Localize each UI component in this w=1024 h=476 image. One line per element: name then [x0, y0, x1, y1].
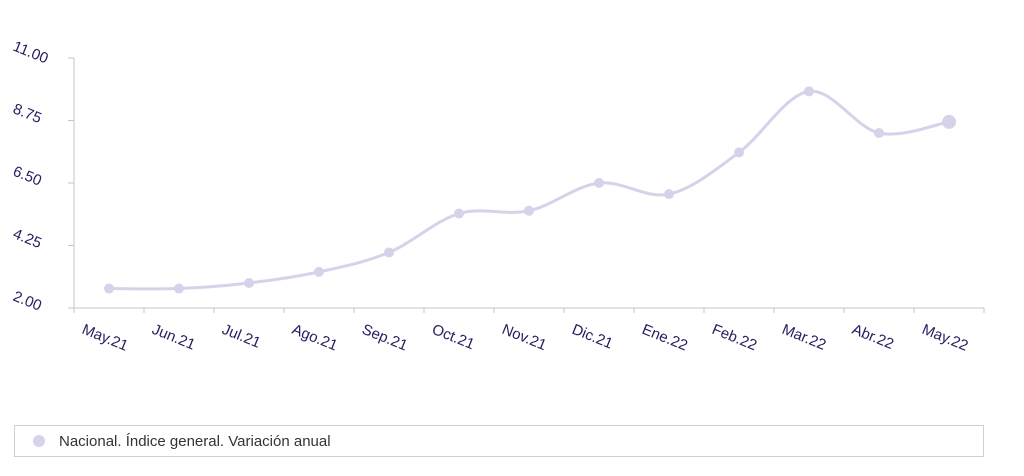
data-point[interactable]	[104, 283, 114, 294]
data-point[interactable]	[594, 178, 604, 188]
line-chart: 2.00 4.25 6.50 8.75 11.00 May.21 Jun.21 Jul.21…	[11, 38, 985, 355]
y-tick-label: 6.50	[11, 163, 44, 190]
series-group	[104, 86, 956, 294]
x-tick-label: Mar.22	[780, 321, 829, 354]
x-tick-label: Feb.22	[710, 321, 760, 354]
x-tick-label: May.21	[80, 321, 131, 355]
data-point[interactable]	[244, 278, 254, 288]
y-tick-label: 8.75	[11, 100, 44, 127]
x-tick-label: May.22	[920, 321, 971, 355]
x-tick-label: Sep.21	[360, 321, 410, 355]
data-point[interactable]	[664, 189, 674, 200]
y-tick-label: 4.25	[11, 225, 44, 252]
x-tick-label: Abr.22	[850, 321, 897, 353]
x-tick-label: Jun.21	[150, 321, 198, 354]
y-tick-label: 11.00	[11, 38, 51, 67]
x-tick-label: Nov.21	[500, 321, 549, 354]
data-point[interactable]	[804, 86, 814, 97]
x-tick-label: Ene.22	[640, 321, 690, 355]
data-point[interactable]	[384, 247, 394, 258]
series-line	[108, 89, 950, 291]
data-point[interactable]	[874, 128, 884, 138]
y-axis: 2.00 4.25 6.50 8.75 11.00	[11, 38, 75, 315]
legend-label: Nacional. Índice general. Variación anua…	[59, 432, 331, 450]
data-point[interactable]	[174, 283, 184, 294]
x-tick-label: Ago.21	[290, 321, 340, 355]
x-tick-label: Dic.21	[570, 321, 616, 353]
y-tick-label: 2.00	[11, 288, 44, 315]
data-point[interactable]	[734, 147, 744, 158]
x-tick-label: Jul.21	[220, 321, 263, 352]
data-point[interactable]	[524, 205, 534, 216]
x-axis: May.21 Jun.21 Jul.21 Ago.21 Sep.21 Oct.21 Nov.…	[73, 307, 985, 355]
data-point[interactable]	[454, 208, 464, 219]
data-point[interactable]	[942, 114, 956, 129]
legend: Nacional. Índice general. Variación anua…	[14, 425, 984, 457]
legend-marker-icon	[33, 435, 45, 447]
x-tick-label: Oct.21	[430, 321, 477, 353]
data-point[interactable]	[314, 266, 324, 277]
